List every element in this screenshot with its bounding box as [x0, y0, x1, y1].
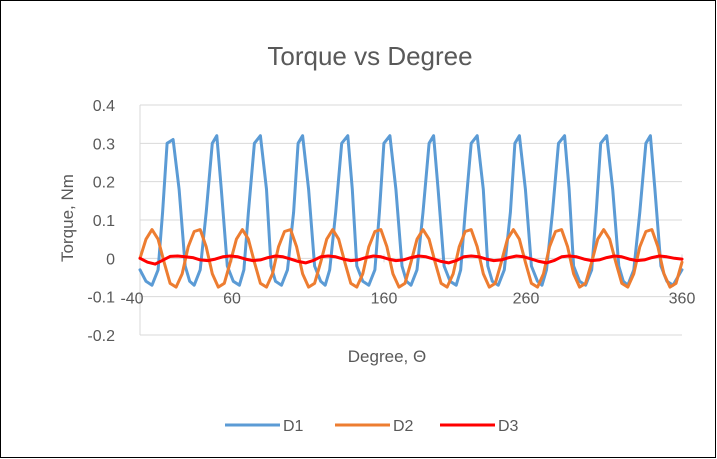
series-line-d2	[138, 228, 684, 289]
series-line-d3	[138, 254, 684, 266]
y-tick-label: 0.3	[93, 136, 115, 153]
y-tick-label: 0.4	[93, 98, 115, 115]
legend: D1 D2 D3	[225, 418, 519, 435]
x-tick-label: -40	[120, 290, 143, 307]
x-tick-label: 160	[371, 290, 398, 307]
y-tick-label: -0.2	[87, 328, 115, 345]
series-layer	[138, 134, 684, 289]
y-axis-label: Torque, Nm	[58, 174, 77, 262]
x-axis-label: Degree, Θ	[348, 347, 426, 366]
legend-label-d2: D2	[393, 418, 414, 435]
x-tick-label: 60	[223, 290, 241, 307]
y-tick-label: 0	[106, 251, 115, 268]
y-tick-label: -0.1	[87, 290, 115, 307]
x-tick-label: 360	[669, 290, 696, 307]
legend-label-d3: D3	[498, 418, 519, 435]
legend-label-d1: D1	[283, 418, 304, 435]
tick-label-layer: -0.2 -0.1 0 0.1 0.2 0.3 0.4 -40 60 160 260 360	[87, 98, 695, 345]
y-tick-label: 0.2	[93, 175, 115, 192]
x-tick-label: 260	[513, 290, 540, 307]
y-tick-label: 0.1	[93, 213, 115, 230]
chart-title: Torque vs Degree	[267, 41, 472, 71]
grid-layer	[140, 104, 682, 336]
